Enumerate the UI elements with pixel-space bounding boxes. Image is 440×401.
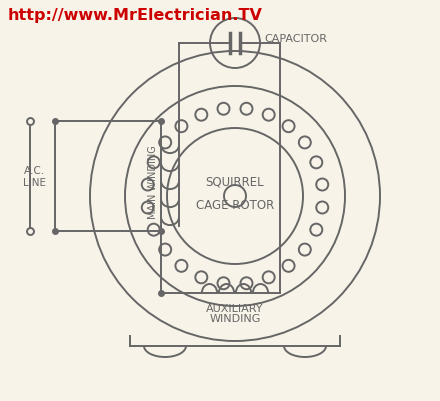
Text: AUXILIARY: AUXILIARY [206, 303, 264, 313]
Text: CAPACITOR: CAPACITOR [264, 34, 327, 44]
Text: A.C.: A.C. [24, 166, 45, 176]
Text: CAGE ROTOR: CAGE ROTOR [196, 198, 274, 211]
Text: WINDING: WINDING [209, 313, 260, 323]
Text: http://www.MrElectrician.TV: http://www.MrElectrician.TV [8, 8, 263, 23]
Text: SQUIRREL: SQUIRREL [205, 176, 264, 188]
Text: LINE: LINE [23, 178, 46, 188]
Text: MAIN WINDING: MAIN WINDING [148, 145, 158, 218]
